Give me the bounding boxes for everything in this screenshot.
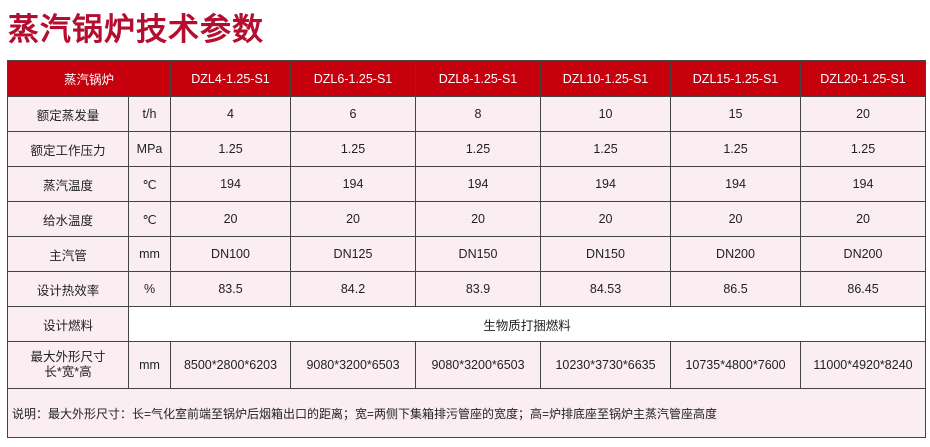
row-label: 额定工作压力 xyxy=(7,131,129,167)
row-unit: ℃ xyxy=(127,166,172,202)
row-unit: % xyxy=(127,271,172,307)
cell-value: 194 xyxy=(415,166,542,202)
table-row: 蒸汽温度 ℃ 194 194 194 194 194 194 xyxy=(7,166,927,202)
cell-value: 20 xyxy=(800,201,927,237)
cell-value: 1.25 xyxy=(170,131,292,167)
header-row: 蒸汽锅炉 DZL4-1.25-S1 DZL6-1.25-S1 DZL8-1.25… xyxy=(6,60,927,97)
model-header: DZL4-1.25-S1 xyxy=(170,60,292,97)
note-row: 说明：最大外形尺寸：长=气化室前端至锅炉后烟箱出口的距离；宽=两侧下集箱排污管座… xyxy=(6,388,927,438)
table-row: 额定蒸发量 t/h 4 6 8 10 15 20 xyxy=(7,96,927,132)
cell-value: DN200 xyxy=(670,236,802,272)
row-label: 最大外形尺寸 长*宽*高 xyxy=(7,341,129,389)
dimensions-row: 最大外形尺寸 长*宽*高 mm 8500*2800*6203 9080*3200*650… xyxy=(7,341,927,389)
model-header: DZL8-1.25-S1 xyxy=(415,60,542,97)
cell-value: 15 xyxy=(670,96,802,132)
cell-value: 86.5 xyxy=(670,271,802,307)
model-header: DZL20-1.25-S1 xyxy=(800,60,927,97)
cell-value: 20 xyxy=(290,201,417,237)
table-row: 设计热效率% 83.5 84.2 83.9 84.53 86.5 86.45 xyxy=(7,271,927,307)
cell-value: 11000*4920*8240 xyxy=(800,341,927,389)
fuel-value: 生物质打捆燃料 xyxy=(127,306,927,342)
row-label: 设计热效率 xyxy=(7,271,129,307)
row-label: 主汽管 xyxy=(7,236,129,272)
cell-value: 83.5 xyxy=(170,271,292,307)
cell-value: 83.9 xyxy=(415,271,542,307)
dims-label-line2: 长*宽*高 xyxy=(44,365,92,379)
row-unit: MPa xyxy=(127,131,172,167)
cell-value: 1.25 xyxy=(670,131,802,167)
row-label: 设计燃料 xyxy=(7,306,129,342)
cell-value: 194 xyxy=(290,166,417,202)
dims-label-line1: 最大外形尺寸 xyxy=(30,350,106,364)
cell-value: 4 xyxy=(170,96,292,132)
cell-value: 20 xyxy=(415,201,542,237)
model-header: DZL10-1.25-S1 xyxy=(540,60,672,97)
model-header: DZL6-1.25-S1 xyxy=(290,60,417,97)
row-unit: mm xyxy=(127,236,172,272)
row-unit: t/h xyxy=(127,96,172,132)
cell-value: 1.25 xyxy=(800,131,927,167)
cell-value: DN150 xyxy=(540,236,672,272)
cell-value: DN150 xyxy=(415,236,542,272)
cell-value: 1.25 xyxy=(540,131,672,167)
cell-value: 8500*2800*6203 xyxy=(170,341,292,389)
cell-value: DN100 xyxy=(170,236,292,272)
cell-value: 20 xyxy=(670,201,802,237)
cell-value: 10735*4800*7600 xyxy=(670,341,802,389)
cell-value: 10230*3730*6635 xyxy=(540,341,672,389)
cell-value: 9080*3200*6503 xyxy=(415,341,542,389)
cell-value: 9080*3200*6503 xyxy=(290,341,417,389)
cell-value: 20 xyxy=(800,96,927,132)
header-label: 蒸汽锅炉 xyxy=(6,60,172,97)
cell-value: 84.2 xyxy=(290,271,417,307)
cell-value: 86.45 xyxy=(800,271,927,307)
cell-value: 194 xyxy=(170,166,292,202)
cell-value: DN200 xyxy=(800,236,927,272)
cell-value: 1.25 xyxy=(415,131,542,167)
fuel-row: 设计燃料 生物质打捆燃料 xyxy=(7,306,927,342)
cell-value: 84.53 xyxy=(540,271,672,307)
row-label: 给水温度 xyxy=(7,201,129,237)
row-unit: ℃ xyxy=(127,201,172,237)
cell-value: 8 xyxy=(415,96,542,132)
cell-value: 1.25 xyxy=(290,131,417,167)
table-row: 主汽管 mm DN100 DN125 DN150 DN150 DN200 DN200 xyxy=(7,236,927,272)
cell-value: 6 xyxy=(290,96,417,132)
cell-value: 20 xyxy=(170,201,292,237)
cell-value: DN125 xyxy=(290,236,417,272)
row-unit: mm xyxy=(127,341,172,389)
cell-value: 20 xyxy=(540,201,672,237)
cell-value: 194 xyxy=(800,166,927,202)
note-text: 说明：最大外形尺寸：长=气化室前端至锅炉后烟箱出口的距离；宽=两侧下集箱排污管座… xyxy=(6,388,927,438)
spec-table: 蒸汽锅炉 DZL4-1.25-S1 DZL6-1.25-S1 DZL8-1.25… xyxy=(6,60,927,438)
row-label: 蒸汽温度 xyxy=(7,166,129,202)
cell-value: 10 xyxy=(540,96,672,132)
table-row: 额定工作压力 MPa 1.25 1.25 1.25 1.25 1.25 1.25 xyxy=(7,131,927,167)
page-title: 蒸汽锅炉技术参数 xyxy=(8,12,264,48)
model-header: DZL15-1.25-S1 xyxy=(670,60,802,97)
cell-value: 194 xyxy=(670,166,802,202)
row-label: 额定蒸发量 xyxy=(7,96,129,132)
cell-value: 194 xyxy=(540,166,672,202)
table-row: 给水温度 ℃ 20 20 20 20 20 20 xyxy=(7,201,927,237)
